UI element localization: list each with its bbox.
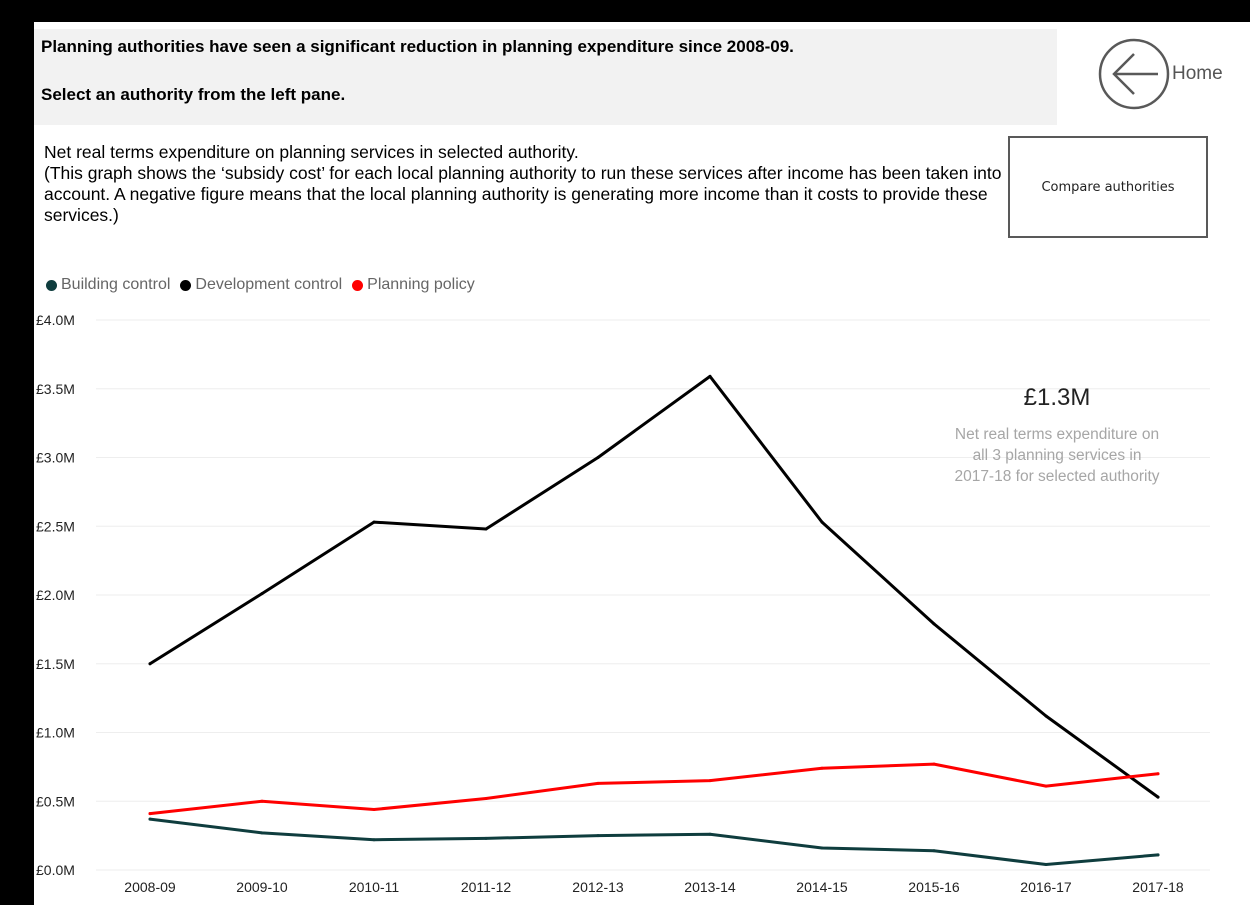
legend-dot-icon [46,279,57,291]
home-button[interactable]: Home [1064,34,1234,114]
x-tick-label: 2011-12 [461,879,512,895]
series-line-development-control [148,374,1160,799]
data-point-building-control [1044,863,1048,866]
x-tick-label: 2014-15 [796,879,848,895]
x-tick-label: 2013-14 [684,879,736,895]
kpi-caption-line: Net real terms expenditure on [954,426,1160,443]
instruction-text: Select an authority from the left pane. [41,85,346,104]
compare-authorities-button[interactable]: Compare authorities [1008,136,1208,238]
legend-item-planning-policy[interactable]: Planning policy [352,276,475,294]
data-point-planning-policy [260,799,264,803]
data-point-development-control [708,374,712,378]
home-label: Home [1172,63,1223,84]
y-tick-label: £3.5M [36,381,75,397]
report-canvas: Planning authorities have seen a signifi… [34,22,1250,905]
data-point-development-control [596,456,600,459]
data-point-development-control [148,662,152,666]
y-tick-label: £2.0M [36,587,75,603]
x-tick-label: 2016-17 [1020,879,1072,895]
y-tick-label: £3.0M [36,450,75,466]
kpi-value: £1.3M [1023,384,1091,411]
legend-item-development-control[interactable]: Development control [180,276,342,294]
kpi-caption: Net real terms expenditure on all 3 plan… [916,424,1198,487]
data-point-building-control [372,838,376,842]
data-point-planning-policy [708,779,712,783]
legend-label: Building control [61,276,171,293]
x-tick-label: 2017-18 [1132,879,1184,895]
data-point-building-control [260,831,264,835]
back-arrow-icon [1098,38,1170,110]
data-point-planning-policy [820,766,824,770]
y-tick-label: £0.5M [36,793,75,809]
data-point-planning-policy [596,781,600,785]
y-tick-label: £0.0M [36,862,75,878]
data-point-building-control [1156,853,1160,857]
x-tick-label: 2009-10 [236,879,288,895]
legend-dot-icon [352,279,364,291]
y-tick-label: £2.5M [36,518,75,534]
data-point-development-control [820,520,824,524]
description-line1: Net real terms expenditure on planning s… [44,142,579,162]
series-line-building-control [148,817,1160,866]
y-tick-label: £1.5M [36,656,75,672]
headline-banner: Planning authorities have seen a signifi… [34,29,1057,125]
data-point-planning-policy [148,812,152,816]
data-point-development-control [1044,714,1048,718]
legend-dot-icon [180,279,192,291]
data-point-development-control [1156,795,1160,799]
data-point-planning-policy [1156,772,1160,776]
x-tick-label: 2010-11 [349,879,400,895]
data-point-building-control [484,836,488,840]
headline-text: Planning authorities have seen a signifi… [41,37,794,56]
data-point-planning-policy [1044,784,1048,788]
series-line-planning-policy [148,762,1160,816]
chart-legend: Building control Development control Pla… [46,276,475,294]
y-tick-label: £1.0M [36,725,75,741]
data-point-building-control [596,834,600,838]
legend-item-building-control[interactable]: Building control [46,276,170,294]
line-chart: £0.0M £0.5M £1.0M £1.5M £2.0M £2.5M £3.0M £3.5M… [36,312,1210,895]
x-tick-label: 2012-13 [572,879,624,895]
chart-description: Net real terms expenditure on planning s… [44,142,1004,226]
data-point-building-control [932,849,936,853]
data-point-planning-policy [372,808,376,811]
description-line2: (This graph shows the ‘subsidy cost’ for… [44,163,1002,225]
data-point-building-control [148,817,152,821]
kpi-caption-line: 2017-18 for selected authority [954,468,1160,485]
legend-label: Planning policy [367,276,475,293]
data-point-development-control [932,622,936,626]
data-point-building-control [820,846,824,850]
y-tick-label: £4.0M [36,312,75,328]
data-point-building-control [708,832,712,836]
data-point-planning-policy [484,797,488,800]
data-point-development-control [372,520,376,524]
x-tick-label: 2015-16 [908,879,960,895]
kpi-caption-line: all 3 planning services in [972,447,1142,464]
data-point-development-control [260,592,264,596]
legend-label: Development control [195,276,343,293]
data-point-planning-policy [932,762,936,766]
x-tick-label: 2008-09 [124,879,176,895]
data-point-development-control [484,527,488,531]
